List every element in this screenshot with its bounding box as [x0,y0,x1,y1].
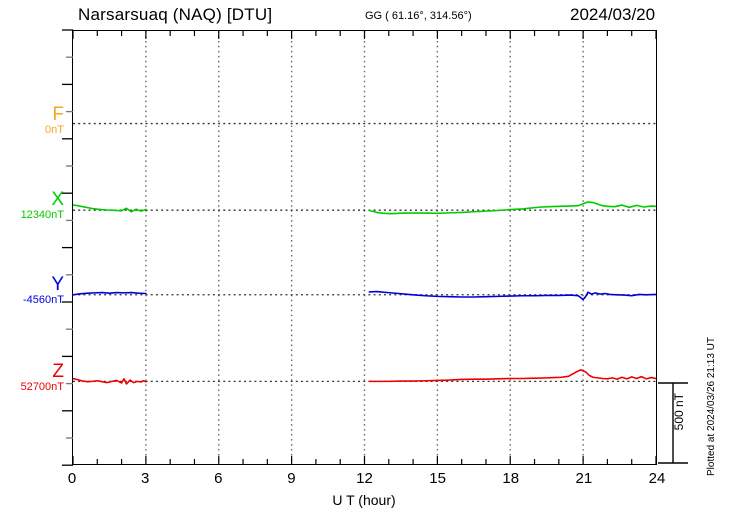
y-axis-ticks [62,29,73,466]
component-letter-y: Y [51,274,64,295]
component-label-z: Z 52700nT [0,362,64,394]
plotted-timestamp: Plotted at 2024/03/26 21:13 UT [706,337,717,476]
component-label-y: Y -4560nT [0,275,64,307]
component-value-y: -4560nT [23,294,64,306]
component-letter-f: F [52,104,64,125]
component-value-z: 52700nT [20,381,64,393]
station-title: Narsarsuaq (NAQ) [DTU] [78,5,273,24]
scale-bar-label: 500 nT [672,393,686,431]
component-letter-z: Z [52,361,64,382]
x-tick-label: 3 [140,470,150,487]
x-tick-label: 0 [67,470,77,487]
plot-area [72,30,657,465]
x-tick-label: 15 [429,470,446,487]
x-tick-label: 18 [502,470,520,487]
x-axis-title: U T (hour) [332,492,396,508]
x-tick-label: 24 [648,470,666,487]
component-label-x: X 12340nT [0,190,64,222]
component-label-f: F 0nT [0,105,64,137]
component-value-f: 0nT [45,124,64,136]
scale-bar [658,382,688,464]
component-value-x: 12340nT [20,209,64,221]
x-tick-label: 6 [214,470,223,487]
x-tick-label: 21 [575,470,593,487]
component-letter-x: X [51,189,64,210]
observation-date: 2024/03/20 [570,5,656,24]
x-tick-label: 12 [356,470,373,487]
magnetogram-plot [73,31,656,464]
x-tick-label: 9 [287,470,296,487]
geographic-coordinates: GG ( 61.16°, 314.56°) [365,10,472,22]
